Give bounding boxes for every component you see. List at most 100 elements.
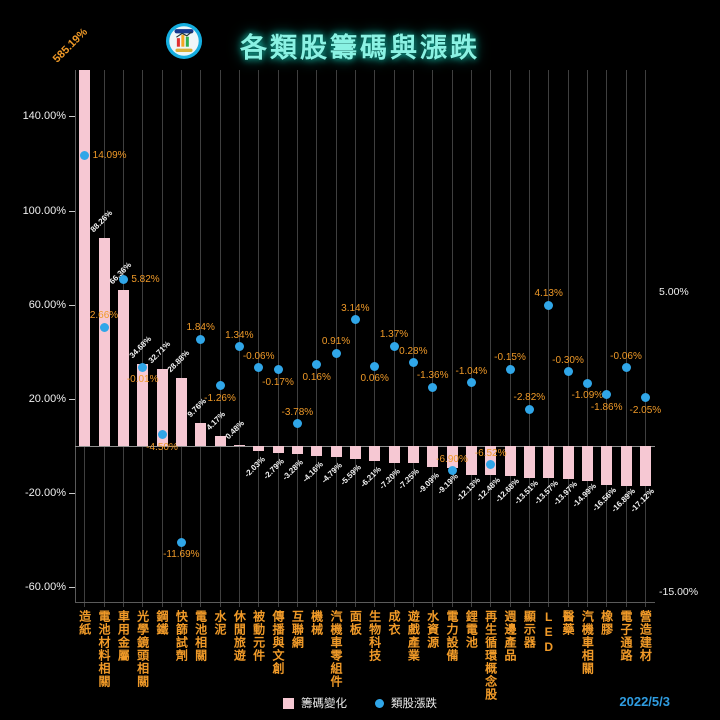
category-label: 互聯網 (290, 610, 305, 649)
dot-value-label: -2.05% (629, 404, 662, 416)
right-axis-tick-label: 5.00% (659, 286, 689, 298)
right-axis-tick-label: -15.00% (659, 586, 699, 598)
scatter-dot (176, 537, 186, 547)
dot-value-label: -2.82% (513, 392, 546, 404)
dot-value-label: -3.78% (281, 406, 314, 418)
bar (175, 377, 187, 446)
category-label: 鋼鐵 (155, 610, 169, 636)
scatter-dot (312, 360, 322, 370)
grid-line (219, 70, 221, 607)
bar-value-label: 88.26% (88, 208, 115, 235)
grid-line (180, 70, 182, 607)
scatter-dot (544, 300, 554, 310)
bar (504, 446, 516, 476)
bar (639, 446, 651, 487)
bar (620, 446, 632, 486)
grid-line (161, 70, 163, 607)
category-label: 橡膠 (599, 610, 614, 636)
scatter-dot (99, 322, 109, 332)
dot-value-label: 3.14% (341, 302, 370, 314)
bar (407, 446, 419, 464)
left-axis-tickmark (69, 116, 75, 118)
chart-title: 各類股籌碼與漲跌 (240, 33, 480, 63)
category-label: 水資源 (425, 610, 440, 649)
bar (98, 238, 110, 446)
left-axis-tick-label: 20.00% (28, 392, 66, 405)
scatter-dot (428, 382, 438, 392)
category-label: 光學鏡頭相關 (135, 610, 150, 688)
left-axis-tickmark (69, 398, 75, 400)
scatter-dot (196, 334, 206, 344)
left-axis-tick-label: -20.00% (25, 487, 66, 500)
zero-baseline (75, 446, 655, 447)
dot-value-label: -0.06% (242, 350, 275, 362)
category-label: 被動元件 (251, 610, 266, 662)
bar (214, 436, 226, 446)
grid-line (606, 70, 608, 607)
dot-value-label: 0.06% (360, 373, 389, 385)
dot-value-label: 2.66% (89, 310, 119, 322)
grid-line (548, 70, 550, 607)
category-label: 休閒旅遊 (232, 610, 247, 662)
scatter-dot (466, 378, 476, 388)
scatter-dot (254, 363, 264, 373)
dot-value-label: -4.50% (146, 441, 178, 453)
legend-dot-label: 類股漲跌 (391, 698, 437, 710)
category-label: 再生循環概念股 (483, 610, 498, 701)
bottom-axis-spine (75, 602, 655, 603)
category-label: 傳播與文創 (271, 610, 285, 675)
category-label: 快篩試劑 (174, 610, 189, 662)
bar (601, 446, 613, 485)
scatter-dot (582, 378, 592, 388)
bar (233, 444, 245, 446)
category-label: 成衣 (387, 610, 401, 636)
chart-date: 2022/5/3 (619, 694, 670, 709)
stock-chart-logo-icon (165, 22, 203, 60)
legend-bar-label: 籌碼變化 (301, 698, 347, 710)
grid-line (567, 70, 569, 607)
scatter-dot (273, 365, 283, 375)
dot-value-label: -0.06% (610, 350, 642, 362)
scatter-dot (447, 466, 457, 475)
bar (330, 446, 342, 458)
grid-line (277, 70, 279, 607)
scatter-dot (486, 460, 496, 470)
dot-value-label: 5.82% (131, 273, 160, 285)
bar-value-label: 28.88% (165, 348, 192, 374)
scatter-dot (524, 404, 534, 414)
category-label: 電池相關 (193, 610, 208, 662)
dot-value-label: 0.91% (321, 336, 351, 348)
bar (543, 446, 555, 478)
bar (156, 368, 168, 446)
grid-line (296, 70, 298, 607)
dot-value-label: -6.90% (436, 453, 468, 465)
category-label: 遊戲產業 (406, 610, 421, 662)
grid-line (451, 70, 453, 607)
scatter-dot (138, 362, 148, 372)
bar (195, 423, 207, 446)
scatter-dot (505, 364, 515, 374)
scatter-dot (370, 361, 380, 371)
bar (349, 446, 361, 460)
scatter-dot (602, 390, 612, 400)
dot-value-label: -0.01% (126, 374, 159, 386)
dot-value-label: -6.52% (474, 447, 507, 459)
grid-line (258, 70, 260, 607)
left-axis-tickmark (69, 493, 75, 495)
category-label: 生物科技 (367, 610, 382, 662)
dot-value-label: 1.37% (379, 329, 409, 341)
bar (427, 446, 439, 468)
grid-line (432, 70, 434, 607)
category-label: LED (541, 610, 556, 655)
scatter-dot (215, 381, 225, 391)
dot-value-label: -1.26% (204, 392, 236, 404)
scatter-dot (157, 430, 167, 439)
grid-line (470, 70, 472, 607)
bar (523, 446, 535, 478)
left-axis-tickmark (69, 210, 75, 212)
bar (272, 446, 284, 453)
scatter-dot (389, 341, 399, 351)
grid-line (393, 70, 395, 607)
category-label: 電子通路 (619, 610, 633, 662)
